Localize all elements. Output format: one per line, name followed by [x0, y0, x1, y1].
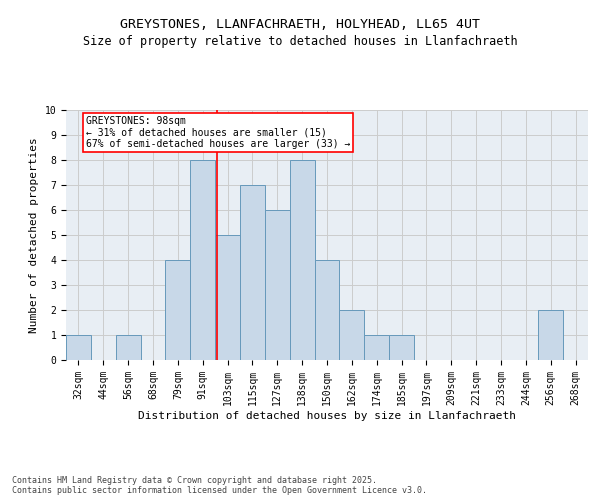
Bar [116, 335, 140, 360]
Bar [538, 310, 563, 360]
Bar [215, 235, 240, 360]
Bar [290, 160, 314, 360]
Bar [265, 210, 290, 360]
Bar [190, 160, 215, 360]
Bar [240, 185, 265, 360]
Bar [66, 335, 91, 360]
Bar [340, 310, 364, 360]
X-axis label: Distribution of detached houses by size in Llanfachraeth: Distribution of detached houses by size … [138, 410, 516, 420]
Bar [314, 260, 340, 360]
Bar [389, 335, 414, 360]
Text: Size of property relative to detached houses in Llanfachraeth: Size of property relative to detached ho… [83, 35, 517, 48]
Y-axis label: Number of detached properties: Number of detached properties [29, 137, 39, 333]
Bar [364, 335, 389, 360]
Text: GREYSTONES: 98sqm
← 31% of detached houses are smaller (15)
67% of semi-detached: GREYSTONES: 98sqm ← 31% of detached hous… [86, 116, 350, 150]
Bar [166, 260, 190, 360]
Text: GREYSTONES, LLANFACHRAETH, HOLYHEAD, LL65 4UT: GREYSTONES, LLANFACHRAETH, HOLYHEAD, LL6… [120, 18, 480, 30]
Text: Contains HM Land Registry data © Crown copyright and database right 2025.
Contai: Contains HM Land Registry data © Crown c… [12, 476, 427, 495]
